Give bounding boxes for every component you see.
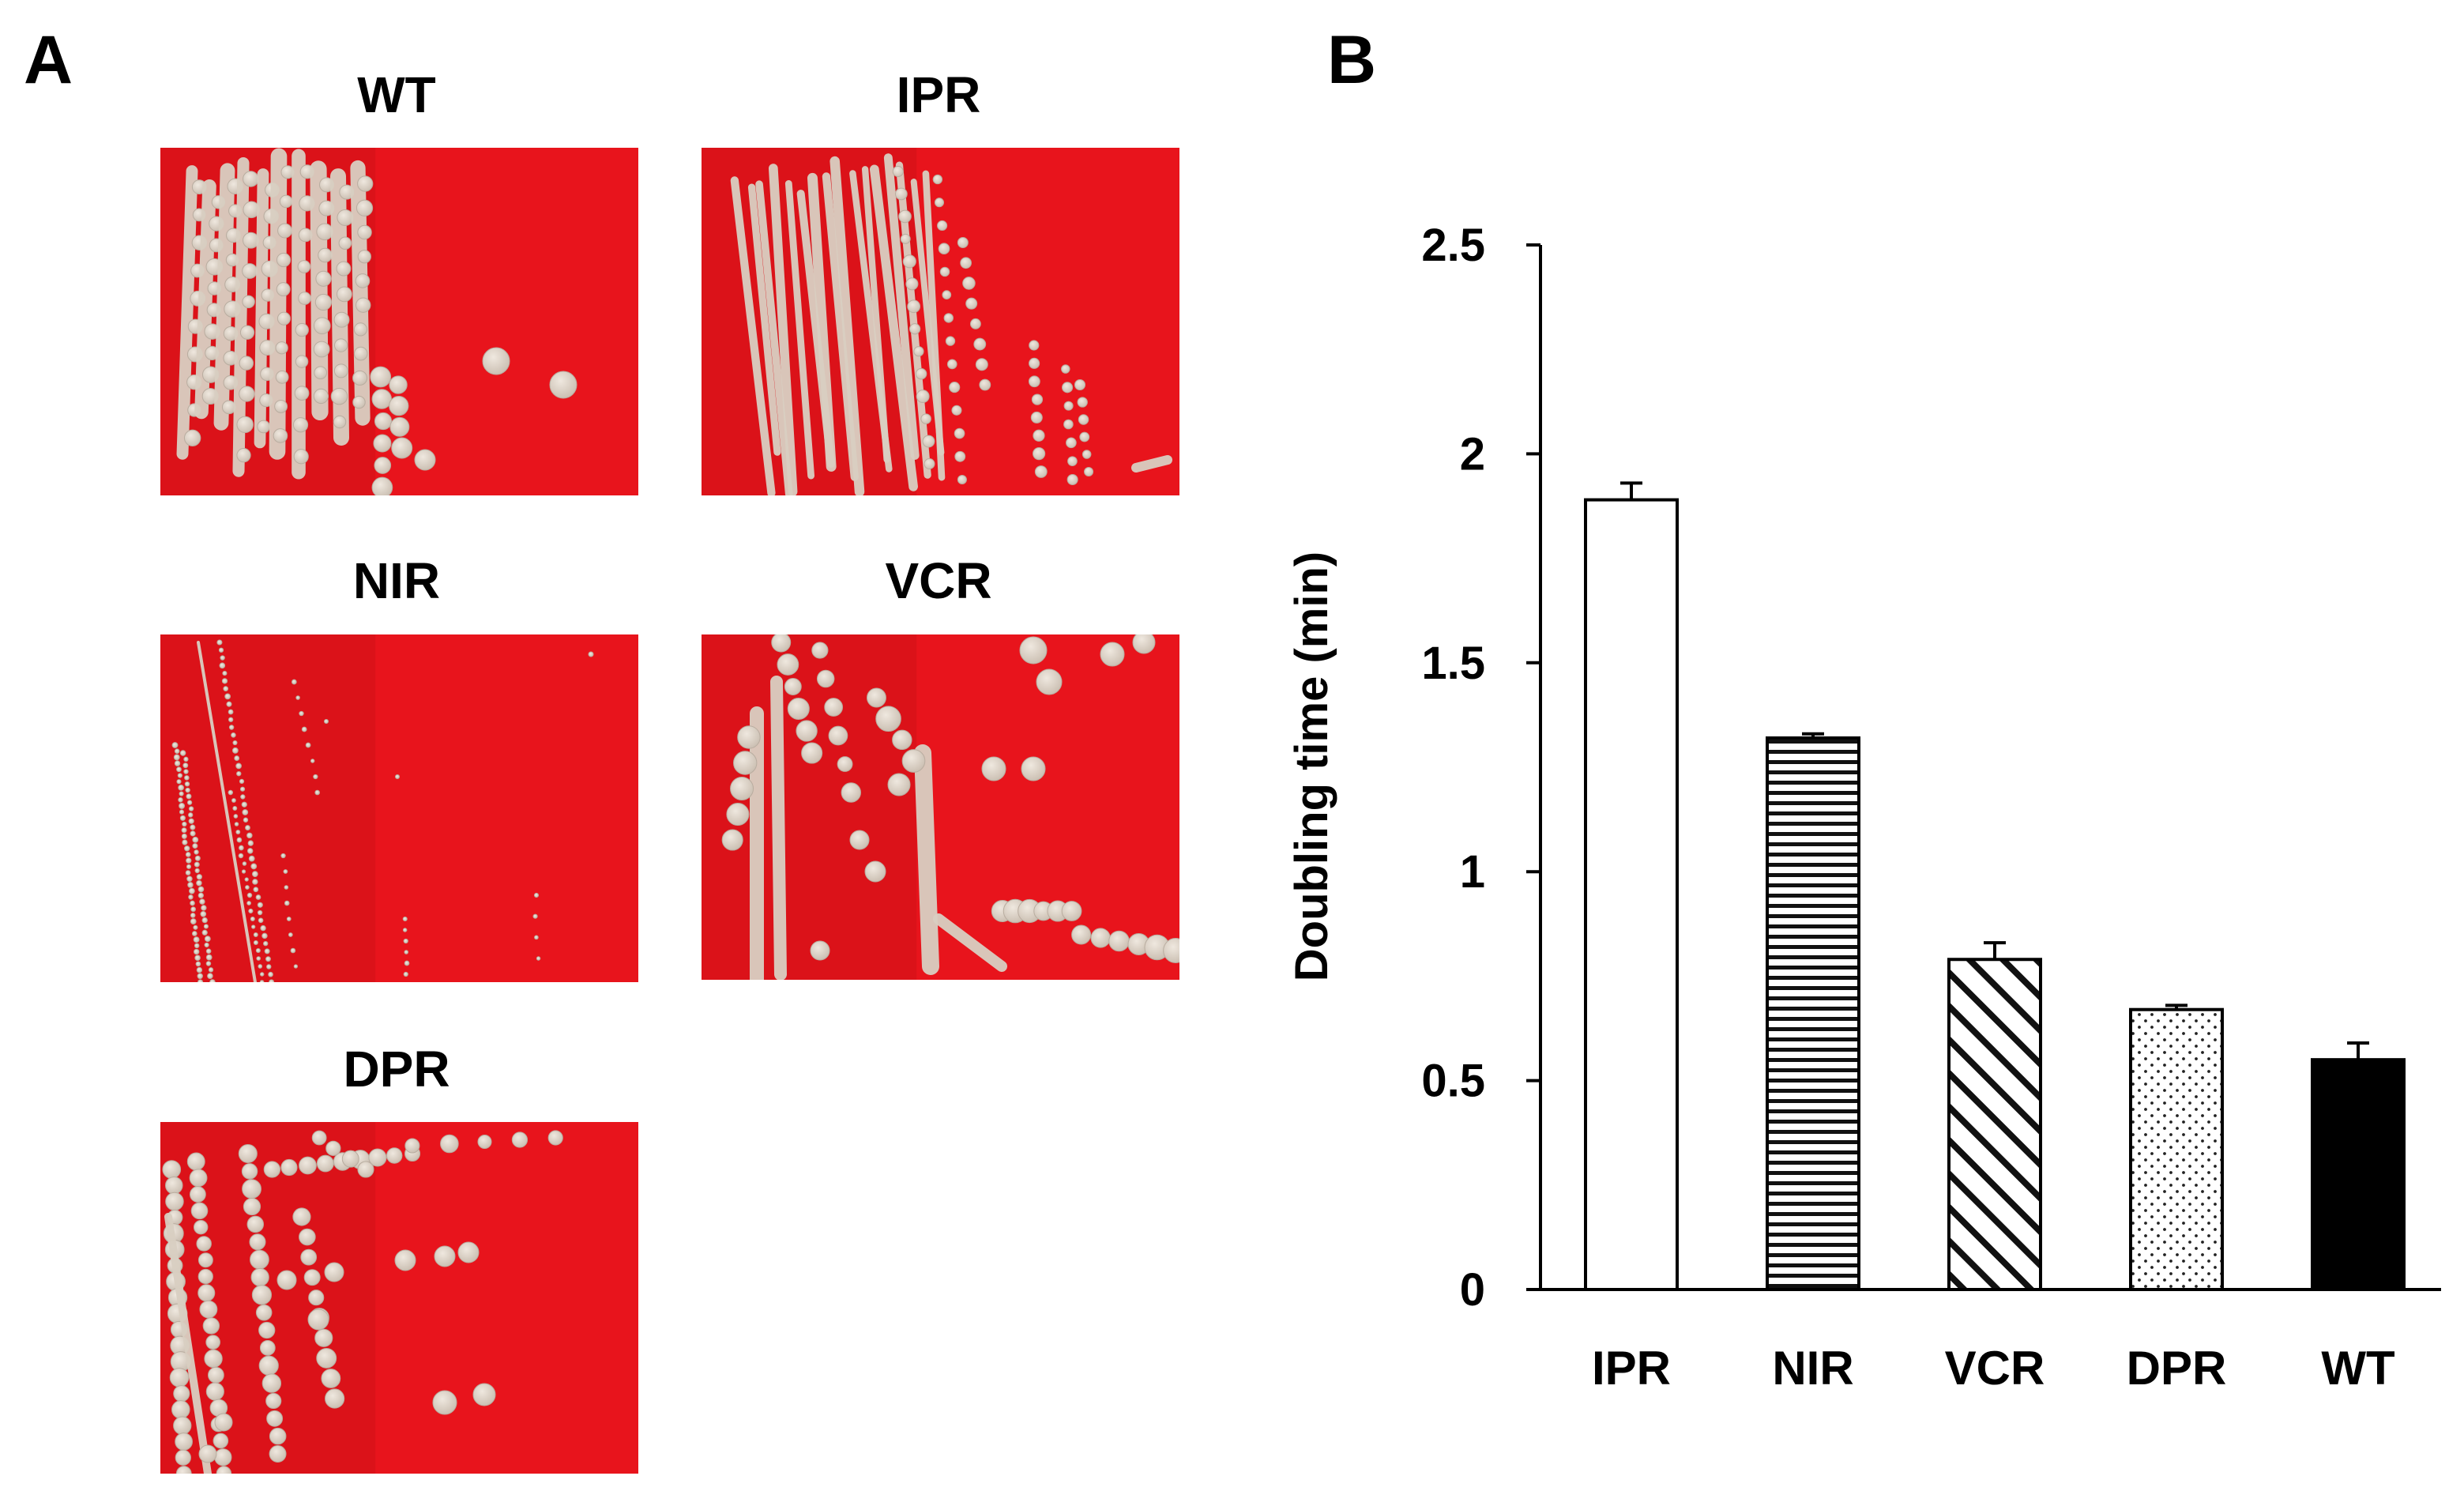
- y-tick-label: 1: [1460, 846, 1485, 898]
- plate-title-dpr: DPR: [343, 1041, 450, 1098]
- y-tick-label: 2: [1460, 428, 1485, 480]
- bar-dpr: [2129, 1007, 2224, 1291]
- plate-title-nir: NIR: [353, 552, 440, 609]
- x-category-label: WT: [2321, 1342, 2394, 1395]
- plate-photo-wt: [160, 148, 638, 495]
- plate-title-ipr: IPR: [897, 66, 981, 123]
- plate-photo-ipr: [702, 148, 1179, 495]
- bar-vcr: [1947, 958, 2042, 1292]
- y-tick-label: 2.5: [1421, 220, 1485, 271]
- bar-wt: [2311, 1058, 2406, 1292]
- y-axis-title: Doubling time (min): [1286, 552, 1337, 982]
- plate-photos: [160, 148, 1179, 1474]
- plate-photo-dpr: [160, 1122, 638, 1474]
- y-tick-label: 1.5: [1421, 638, 1485, 689]
- y-tick-label: 0.5: [1421, 1056, 1485, 1107]
- agar-background: [160, 634, 638, 982]
- plate-title-vcr: VCR: [885, 552, 991, 609]
- x-category-label: NIR: [1772, 1342, 1853, 1395]
- bar-ipr: [1584, 498, 1679, 1291]
- x-category-label: IPR: [1592, 1342, 1671, 1395]
- panel-b-letter: B: [1327, 22, 1376, 98]
- x-category-label: VCR: [1945, 1342, 2045, 1395]
- bar-chart: 0 0.5 1 1.5 2 2.5 IPR NIR VCR DPR WT Doubling tim…: [1286, 220, 2441, 1395]
- y-tick-label: 0: [1460, 1264, 1485, 1316]
- plate-photo-nir: [160, 634, 638, 982]
- plate-photo-vcr: [702, 634, 1179, 980]
- panel-a-letter: A: [24, 22, 73, 98]
- x-category-label: DPR: [2127, 1342, 2227, 1395]
- agar-background: [160, 1122, 638, 1474]
- plate-title-wt: WT: [357, 66, 436, 123]
- bar-nir: [1766, 736, 1860, 1291]
